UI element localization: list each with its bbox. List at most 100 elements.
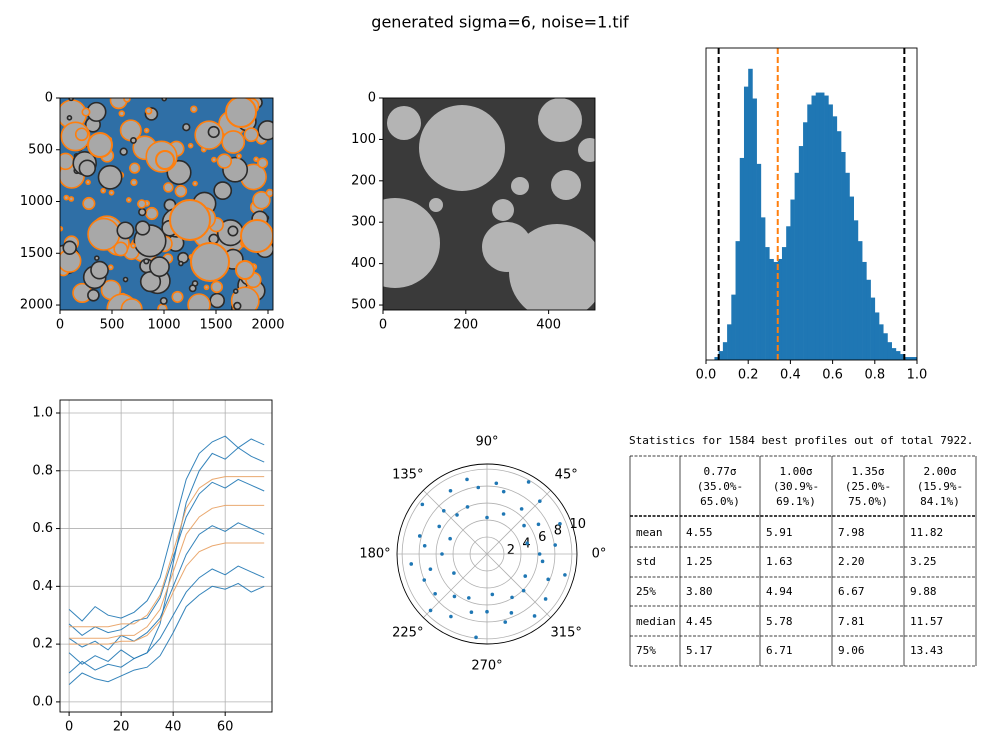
micrograph-image [60,98,273,310]
column-range: 75.0%) [848,495,888,508]
grain [74,127,89,142]
column-range: (15.9%- [917,480,963,493]
histogram-bar [794,172,800,360]
column-range: (30.9%- [773,480,819,493]
grain [171,290,184,303]
grain [188,284,197,293]
histogram-bar [756,163,762,360]
y-tick-label: 300 [351,215,376,230]
grain [135,220,151,236]
scatter-point [474,635,478,640]
table-cell: 9.88 [910,585,937,598]
scatter-point [538,499,542,503]
scatter-point [540,559,545,564]
grain [252,190,271,210]
histogram-bar [765,247,770,360]
grain [116,221,135,240]
grain [192,180,198,187]
grain [138,207,147,217]
x-tick-label: 2000 [251,318,284,333]
histogram-bar [743,86,749,360]
grain [149,256,170,278]
x-tick-label: 40 [165,720,182,735]
histogram-bar [857,241,863,360]
profile-line [68,582,265,685]
grain [129,162,141,174]
table-cell: 1.25 [686,555,713,568]
y-tick-label: 0 [368,91,376,106]
histogram-bar [841,152,846,360]
row-label: mean [636,526,663,539]
axes-frame [705,47,918,361]
scatter-point [433,591,437,596]
grain [108,189,115,196]
x-tick-label: 0.2 [738,368,759,383]
grain [81,107,91,117]
y-tick-label: 0.2 [32,637,53,652]
scatter-point [448,488,453,493]
grain [118,110,126,117]
x-tick-label: 0 [56,318,64,333]
table-cell: 4.45 [686,615,713,628]
grain [87,132,113,158]
table-cell: 3.80 [686,585,713,598]
table-cell: 6.71 [766,644,793,657]
scatter-point [428,567,433,571]
histogram-bar [912,357,918,360]
table-cell: 9.06 [838,644,865,657]
r-tick-label: 2 [507,543,515,558]
grain [235,260,255,280]
histogram-bar [870,297,876,360]
histogram-bar [790,199,795,360]
scatter-point [501,512,506,516]
theta-tick-label: 45° [555,467,578,482]
histogram-bar [760,217,766,360]
grain [157,303,168,310]
scatter-point [543,597,548,601]
grain [182,123,191,132]
grain [90,260,109,280]
column-header: 1.35σ [851,465,884,478]
histogram-bar [752,98,757,360]
grain [137,199,147,209]
x-tick-label: 0.6 [822,368,843,383]
scatter-point [522,523,526,528]
axes-frame [59,399,273,713]
theta-grid [423,490,488,555]
grain [97,164,123,190]
scatter-point [420,502,425,507]
scatter-point [553,543,557,547]
scatter-point [494,481,499,486]
column-range: (25.0%- [845,480,891,493]
x-tick-label: 1.0 [907,368,928,383]
histogram-bar [807,104,812,360]
y-tick-label: 100 [351,132,376,147]
scatter-point [452,594,457,599]
grain [155,150,175,170]
table-cell: 6.67 [838,585,865,598]
grain [190,242,230,282]
axes-frame [382,97,596,311]
grain [221,130,246,154]
scatter-point [422,543,427,548]
histogram-bar [824,95,829,361]
scatter-point [509,611,514,615]
theta-tick-label: 135° [392,467,423,482]
grain [257,157,269,169]
table-cell: 11.57 [910,615,943,628]
scatter-point [467,596,471,600]
theta-grid [486,553,551,618]
histogram-bar [773,261,779,360]
grain [190,105,198,113]
y-tick-label: 0.4 [32,579,53,594]
grain [210,280,224,294]
scatter-point [546,577,550,582]
scatter-point [490,592,495,597]
y-tick-label: 2000 [20,298,53,313]
histogram-bar [874,312,880,360]
x-tick-label: 1000 [147,318,180,333]
x-tick-label: 400 [536,318,561,333]
y-tick-label: 0.8 [32,463,53,478]
grain [225,98,257,128]
scatter-point [536,522,541,527]
